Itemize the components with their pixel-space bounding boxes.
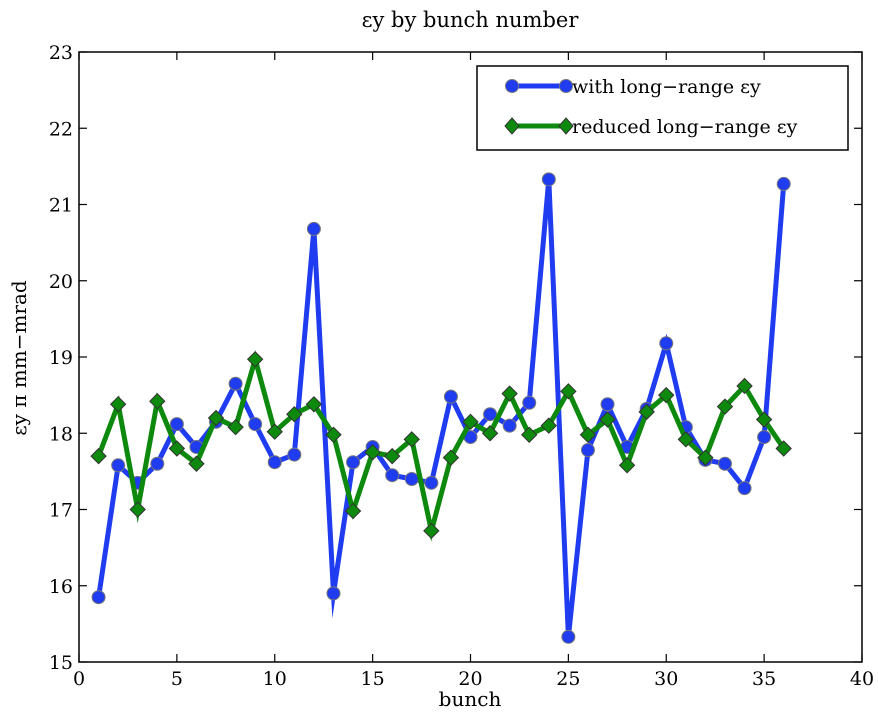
data-point	[580, 443, 595, 458]
y-tick-label: 20	[49, 271, 73, 293]
data-point	[540, 417, 558, 434]
data-point	[403, 431, 420, 448]
data-point	[697, 449, 714, 466]
chart-title: εy by bunch number	[362, 8, 580, 32]
data-point	[246, 351, 264, 368]
data-point	[599, 411, 616, 428]
data-point	[618, 457, 636, 474]
y-tick-label: 22	[49, 118, 73, 140]
data-point	[737, 481, 752, 496]
y-tick-label: 18	[49, 423, 73, 445]
data-point	[188, 455, 205, 472]
data-point	[149, 393, 166, 410]
data-point	[228, 376, 243, 391]
data-point	[111, 458, 126, 473]
data-point	[325, 426, 342, 443]
y-tick-label: 17	[49, 500, 73, 522]
data-point	[385, 468, 400, 483]
x-tick-label: 40	[850, 668, 874, 690]
x-tick-label: 30	[654, 668, 678, 690]
x-axis-label: bunch	[439, 687, 502, 711]
legend-marker-reduced-long-range	[558, 117, 574, 135]
data-point	[91, 590, 106, 605]
data-point	[716, 398, 734, 415]
legend-box	[476, 65, 849, 151]
y-tick-label: 15	[49, 652, 73, 674]
data-point	[168, 440, 186, 457]
data-point	[305, 396, 323, 413]
data-point	[109, 396, 127, 413]
y-tick-label: 21	[49, 195, 73, 217]
data-point	[659, 336, 674, 351]
data-point	[502, 418, 517, 433]
y-tick-label: 19	[49, 347, 73, 369]
data-point	[501, 385, 518, 402]
data-point	[424, 475, 439, 490]
x-tick-label: 25	[556, 668, 580, 690]
data-point	[129, 501, 146, 518]
data-point	[248, 417, 263, 432]
data-point	[344, 502, 362, 520]
axis-ticks: 0 5 10 15 20 25 30 35 40 15 16 17 18 19 20 21 22 23	[49, 42, 874, 690]
data-point	[658, 386, 675, 404]
data-point	[267, 455, 282, 470]
data-point	[736, 377, 753, 395]
y-tick-label: 16	[49, 576, 73, 598]
data-point	[757, 430, 772, 445]
data-point	[677, 431, 695, 448]
data-point	[600, 397, 615, 412]
data-point	[481, 425, 499, 442]
data-point	[560, 383, 577, 400]
data-point	[443, 389, 458, 404]
data-point	[326, 586, 341, 601]
data-point	[638, 403, 655, 421]
legend-label-reduced-long-range: reduced long−range εy	[572, 116, 798, 138]
data-point	[483, 407, 498, 422]
data-point	[150, 456, 165, 471]
y-tick-label: 23	[49, 42, 73, 64]
data-point	[755, 411, 773, 428]
data-point	[776, 176, 791, 191]
x-tick-label: 35	[752, 668, 776, 690]
data-point	[90, 447, 107, 465]
x-tick-label: 10	[263, 668, 287, 690]
data-point	[306, 221, 321, 236]
x-tick-label: 0	[73, 668, 85, 690]
data-point	[207, 409, 225, 427]
data-point	[522, 395, 537, 410]
plot-marks	[90, 172, 792, 644]
data-point	[266, 423, 283, 440]
legend: with long−range εy reduced long−range εy	[476, 65, 849, 151]
data-point	[717, 456, 732, 471]
data-point	[423, 522, 440, 540]
series-1	[90, 350, 792, 542]
data-point	[227, 418, 244, 436]
data-point	[541, 172, 556, 187]
data-point	[364, 444, 381, 461]
data-point	[346, 455, 361, 470]
y-axis-label: εy π mm−mrad	[7, 280, 31, 436]
legend-marker-with-long-range	[559, 79, 573, 93]
legend-marker-with-long-range	[505, 79, 519, 93]
x-tick-label: 15	[361, 668, 385, 690]
data-point	[561, 629, 576, 644]
data-point	[287, 447, 302, 462]
data-point	[383, 447, 401, 465]
data-point	[442, 449, 460, 466]
legend-marker-reduced-long-range	[504, 117, 520, 135]
legend-label-with-long-range: with long−range εy	[572, 76, 761, 98]
series-line	[96, 350, 786, 542]
data-point	[521, 426, 538, 443]
data-point	[404, 472, 419, 486]
data-point	[462, 413, 479, 431]
data-point	[579, 426, 597, 443]
x-tick-label: 20	[458, 668, 482, 690]
data-point	[286, 405, 303, 423]
data-point	[775, 440, 792, 457]
x-tick-label: 5	[171, 668, 183, 690]
data-point	[169, 417, 184, 432]
